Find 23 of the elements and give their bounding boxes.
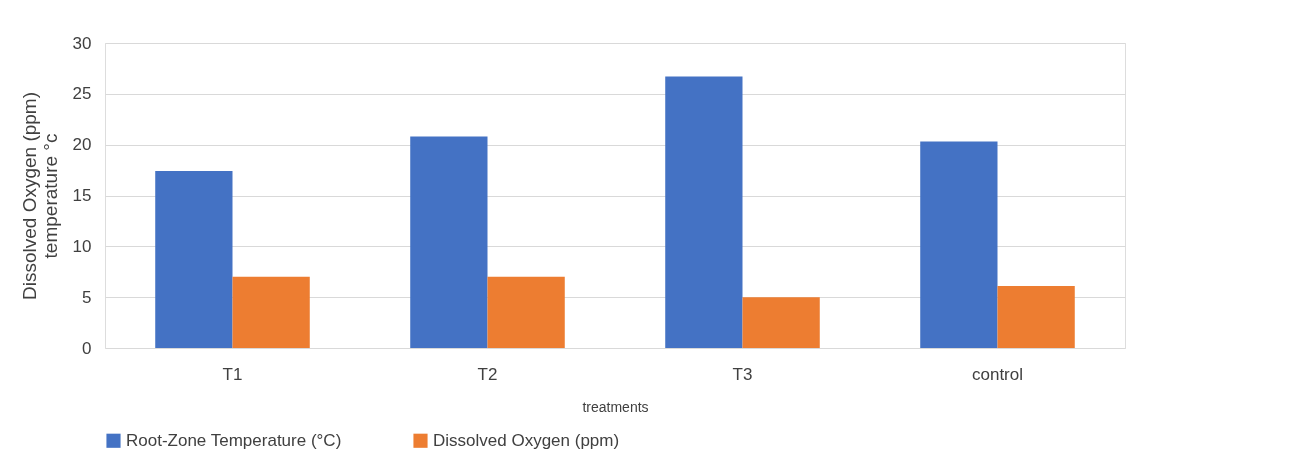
bar <box>742 297 820 348</box>
y-tick-label: 5 <box>82 287 92 307</box>
bar <box>232 276 310 348</box>
y-tick-label: 0 <box>82 338 92 358</box>
x-tick-label: control <box>971 364 1024 384</box>
y-tick-label: 20 <box>72 135 92 155</box>
y-tick-label: 25 <box>72 84 92 104</box>
bar <box>665 76 743 348</box>
y-axis-title: Dissolved Oxygen (ppm) temperature °c <box>18 91 61 301</box>
x-tick-label: T3 <box>732 364 753 384</box>
y-tick-label: 10 <box>72 236 92 256</box>
x-axis-title: treatments <box>582 398 649 415</box>
bar <box>920 141 998 348</box>
y-tick-label: 15 <box>72 186 92 205</box>
legend-label: Dissolved Oxygen (ppm) <box>433 430 620 450</box>
bar <box>410 136 488 348</box>
legend-label: Root-Zone Temperature (°C) <box>126 430 342 450</box>
y-tick-label: 30 <box>72 33 92 53</box>
bar <box>487 276 565 348</box>
x-tick-label: T2 <box>477 364 498 384</box>
bar <box>997 285 1075 348</box>
x-tick-label: T1 <box>222 364 243 384</box>
bar <box>155 171 233 348</box>
